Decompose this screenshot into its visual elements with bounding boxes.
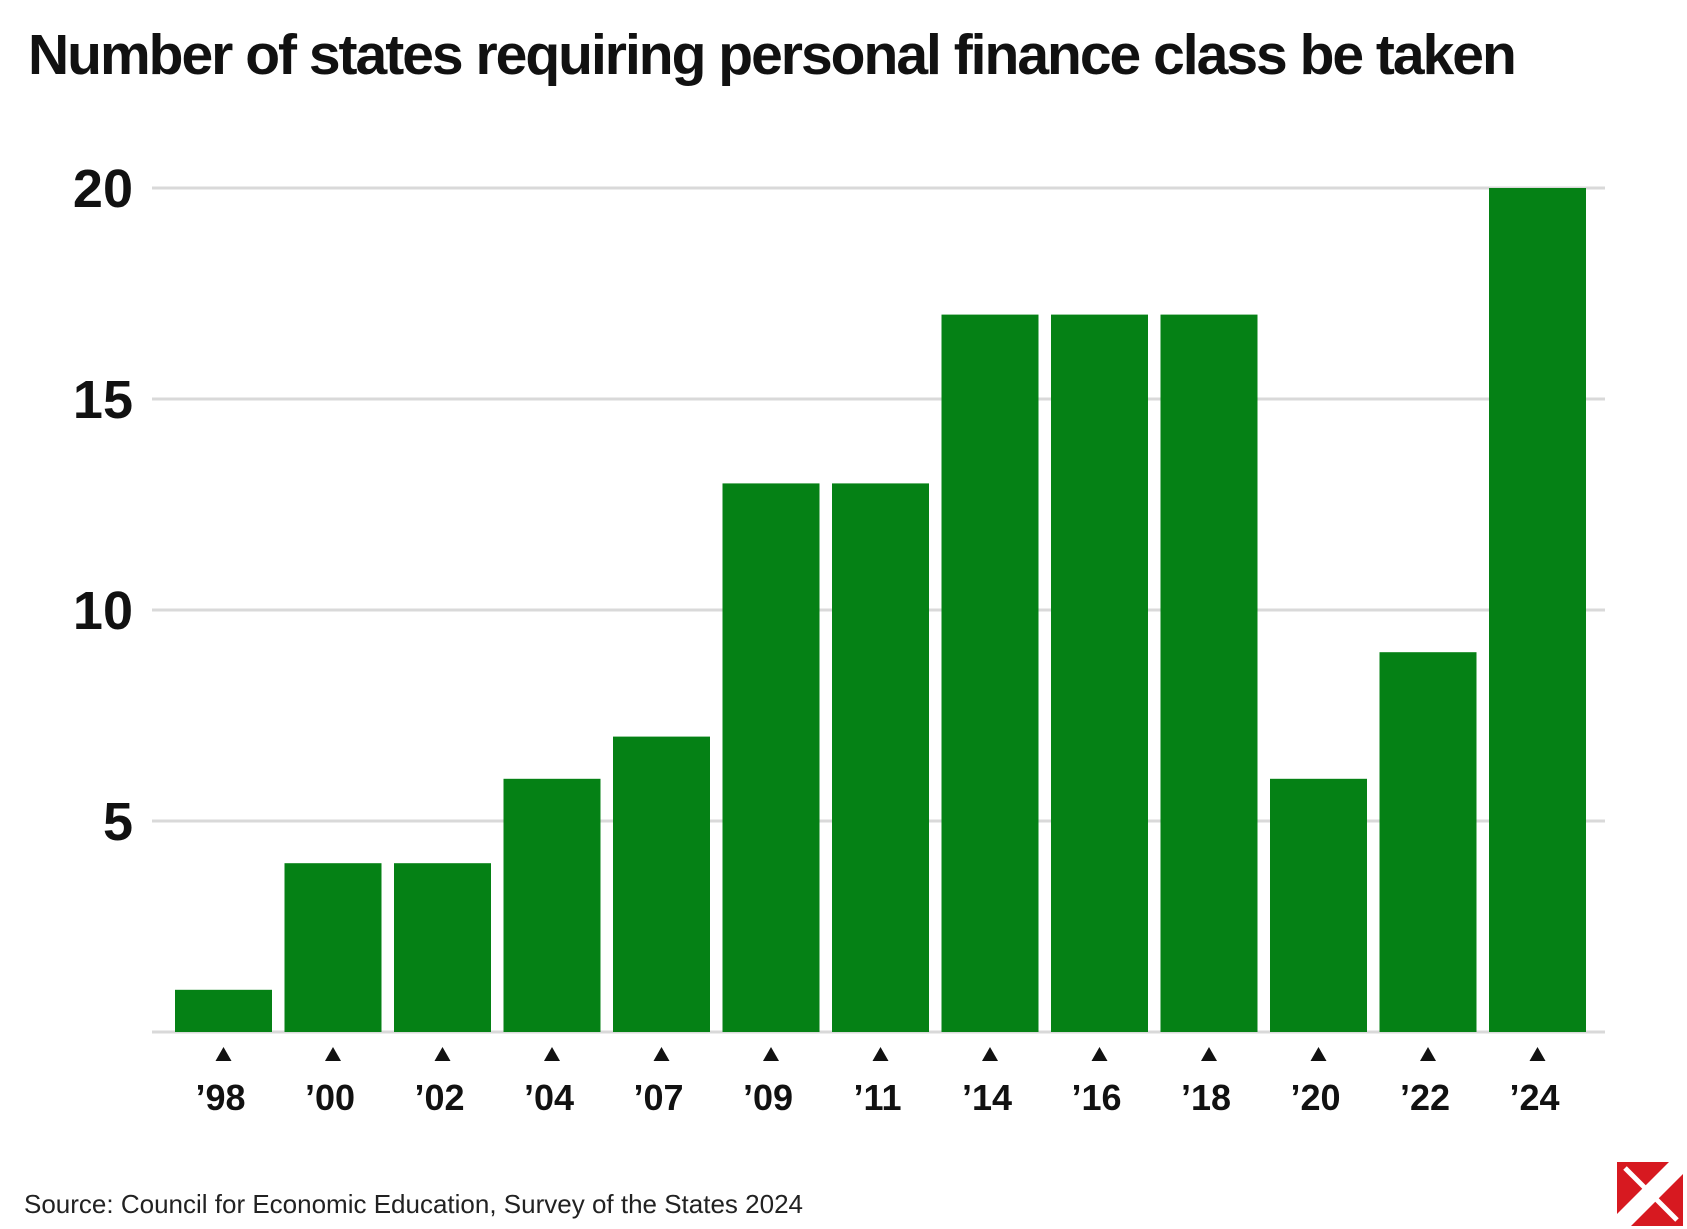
x-tick-label: ’00 (305, 1077, 355, 1118)
y-tick-label: 15 (73, 370, 133, 430)
x-tick-label: ’14 (962, 1077, 1012, 1118)
tick-marker-icon (1091, 1047, 1108, 1061)
x-axis-markers (215, 1047, 1546, 1061)
x-tick-label: ’18 (1181, 1077, 1231, 1118)
chart-title: Number of states requiring personal fina… (28, 23, 1517, 87)
bar (175, 989, 272, 1032)
y-tick-label: 20 (73, 159, 133, 219)
x-tick-label: ’09 (743, 1077, 793, 1118)
bar (394, 863, 491, 1032)
source-note: Source: Council for Economic Education, … (24, 1189, 803, 1219)
y-tick-label: 10 (73, 581, 133, 641)
tick-marker-icon (434, 1047, 451, 1061)
tick-marker-icon (215, 1047, 232, 1061)
bar (284, 863, 382, 1032)
x-tick-label: ’02 (414, 1077, 464, 1118)
bar (832, 483, 929, 1032)
tick-marker-icon (1529, 1047, 1546, 1061)
tick-marker-icon (763, 1047, 779, 1061)
tick-marker-icon (1420, 1047, 1436, 1061)
tick-marker-icon (544, 1047, 560, 1061)
x-tick-label: ’16 (1071, 1077, 1121, 1118)
tick-marker-icon (653, 1047, 670, 1061)
tick-marker-icon (872, 1047, 889, 1061)
tick-marker-icon (325, 1047, 341, 1061)
bars (175, 188, 1586, 1033)
x-axis-ticks: ’98 ’00 ’02 ’04 ’07 ’09 ’11 ’14 ’16 ’18 ’20 ’22 ’24 (195, 1077, 1559, 1118)
x-tick-label: ’07 (633, 1077, 683, 1118)
bar (1489, 188, 1586, 1032)
bar (613, 736, 710, 1032)
tick-marker-icon (1201, 1047, 1217, 1061)
bar (722, 483, 820, 1032)
y-axis-ticks: 5 10 15 20 (73, 159, 133, 852)
x-tick-label: ’20 (1290, 1077, 1340, 1118)
bar (503, 778, 601, 1032)
x-tick-label: ’22 (1400, 1077, 1450, 1118)
y-tick-label: 5 (103, 792, 133, 852)
tick-marker-icon (1310, 1047, 1327, 1061)
x-tick-label: ’04 (524, 1077, 574, 1118)
bar (1379, 652, 1477, 1032)
bar (1270, 778, 1367, 1032)
x-tick-label: ’98 (195, 1077, 245, 1118)
x-tick-label: ’11 (853, 1077, 901, 1118)
x-tick-label: ’24 (1509, 1077, 1559, 1118)
publisher-logo-icon (1617, 1160, 1683, 1226)
tick-marker-icon (982, 1047, 998, 1061)
bar (1051, 314, 1148, 1033)
bar (1160, 314, 1258, 1033)
bar (941, 314, 1039, 1033)
